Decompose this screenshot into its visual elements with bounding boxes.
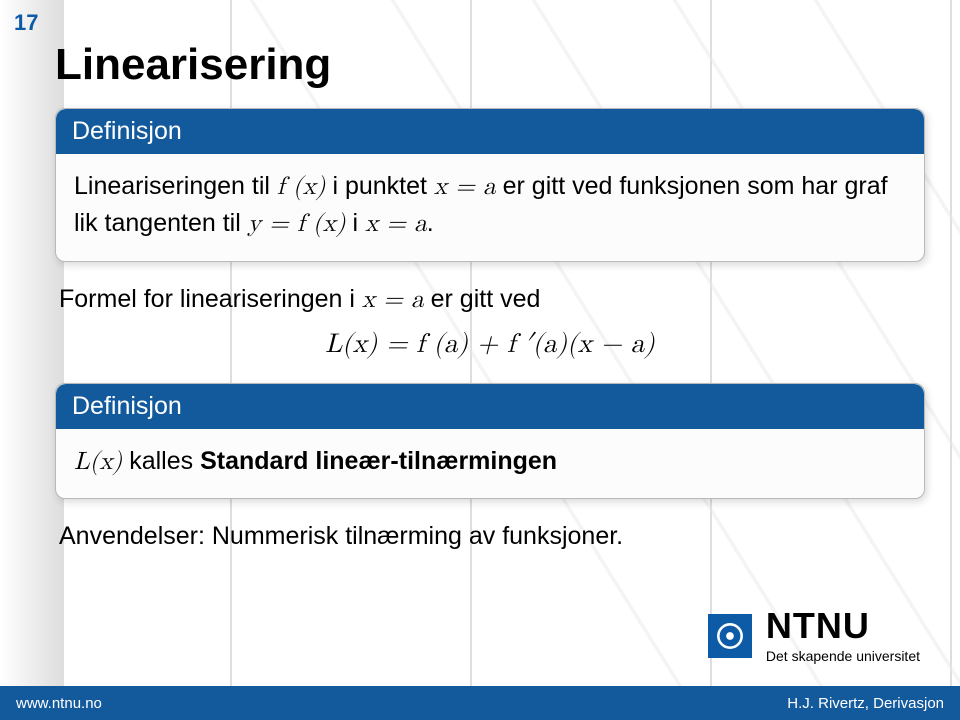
mid-text: Formel for lineariseringen i x = a er gi… — [59, 282, 925, 317]
definition-box-2-body: L(x) kalles Standard lineær-tilnærmingen — [56, 429, 924, 498]
math-fx: f (x) — [277, 174, 326, 199]
text: i — [346, 209, 365, 237]
logo-tagline: Det skapende universitet — [766, 648, 920, 664]
footer-bar: www.ntnu.no H.J. Rivertz, Derivasjon — [0, 686, 960, 720]
ntnu-logo: NTNU Det skapende universitet — [708, 608, 920, 664]
logo-acronym: NTNU — [766, 608, 920, 644]
math-x-eq-a-2: x = a — [365, 211, 427, 236]
slide: 17 Linearisering Definisjon Lineariserin… — [0, 0, 960, 720]
ntnu-logo-mark — [708, 614, 752, 658]
math-lx: L(x) — [74, 449, 122, 474]
linearization-formula: L(x) = f (a) + f ′(a)(x − a) — [55, 329, 925, 361]
page-number: 17 — [14, 10, 38, 36]
text: er gitt ved — [424, 285, 541, 313]
text: Formel for lineariseringen i — [59, 285, 362, 313]
definition-box-2: Definisjon L(x) kalles Standard lineær-t… — [55, 383, 925, 499]
definition-box-2-header: Definisjon — [56, 384, 924, 429]
content-area: Linearisering Definisjon Lineariseringen… — [55, 40, 925, 554]
text: i punktet — [326, 172, 434, 200]
term-standard-linear: Standard lineær-tilnærmingen — [200, 447, 557, 475]
math-x-eq-a-3: x = a — [362, 287, 424, 312]
ntnu-logo-text: NTNU Det skapende universitet — [766, 608, 920, 664]
footer-right: H.J. Rivertz, Derivasjon — [787, 695, 944, 712]
text: Lineariseringen til — [74, 172, 277, 200]
logo-icon — [716, 622, 744, 650]
slide-title: Linearisering — [55, 40, 925, 90]
definition-box-1-body: Lineariseringen til f (x) i punktet x = … — [56, 154, 924, 261]
definition-box-1-header: Definisjon — [56, 109, 924, 154]
applications-text: Anvendelser: Nummerisk tilnærming av fun… — [59, 519, 925, 554]
footer-left: www.ntnu.no — [16, 695, 102, 712]
definition-box-1: Definisjon Lineariseringen til f (x) i p… — [55, 108, 925, 262]
text: . — [427, 209, 434, 237]
math-y-eq-fx: y = f (x) — [248, 211, 346, 236]
math-x-eq-a: x = a — [434, 174, 496, 199]
text: kalles — [122, 447, 200, 475]
